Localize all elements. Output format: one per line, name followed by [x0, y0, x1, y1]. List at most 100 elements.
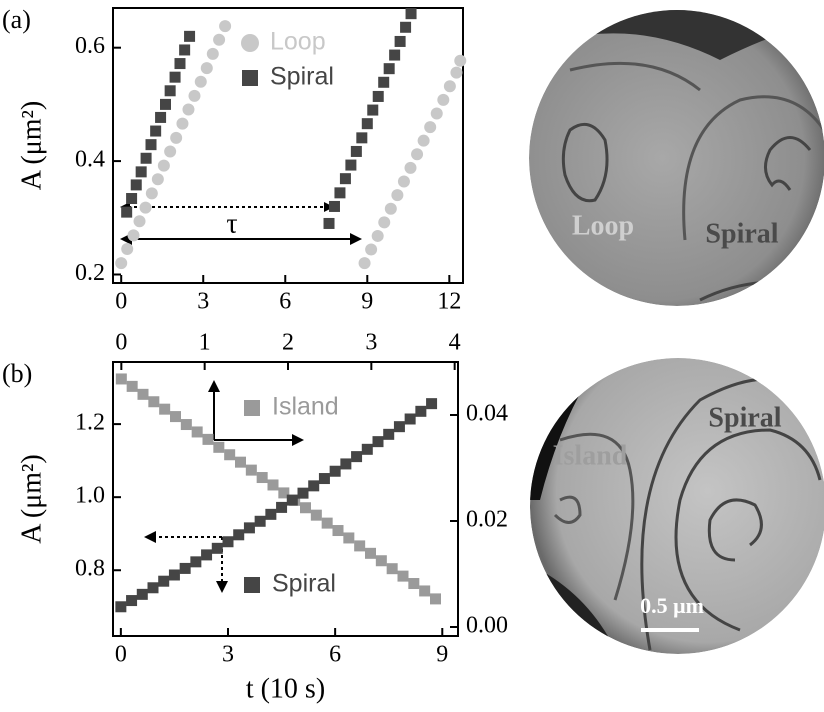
point [165, 85, 176, 96]
y-tick-label: 0.4 [75, 147, 105, 173]
point [148, 396, 159, 407]
point [131, 179, 142, 190]
point [201, 62, 213, 74]
point [406, 8, 417, 19]
point [405, 413, 416, 424]
point [213, 34, 225, 46]
x-tick-label: 6 [279, 289, 291, 315]
point [419, 585, 430, 596]
point [373, 436, 384, 447]
point [394, 421, 405, 432]
point [179, 44, 190, 55]
x-tick-label: 6 [329, 642, 341, 668]
point [219, 20, 231, 32]
point [354, 540, 365, 551]
y-axis-label: A (μm²) [16, 454, 47, 544]
x-tick-label: 12 [437, 289, 461, 315]
legend-label: Spiral [272, 570, 336, 598]
point [333, 525, 344, 536]
point [181, 419, 192, 430]
x-tick-label: 3 [222, 642, 234, 668]
x-tick-label: 9 [361, 289, 373, 315]
x2-tick-label: 2 [282, 330, 294, 356]
point [174, 58, 185, 69]
panel-label: (a) [2, 5, 31, 34]
point [322, 518, 333, 529]
x2-tick-label: 3 [365, 330, 377, 356]
point [384, 63, 395, 74]
y-tick-label: 0.2 [75, 260, 105, 286]
point [265, 509, 276, 520]
point [444, 80, 456, 92]
point [192, 426, 203, 437]
point [190, 556, 201, 567]
legend-label: Spiral [270, 63, 334, 91]
point [329, 201, 340, 212]
panel-label: (b) [2, 359, 32, 388]
y-tick-label: 0.6 [75, 33, 105, 59]
point [376, 555, 387, 566]
point [233, 529, 244, 540]
point [437, 94, 449, 106]
point [365, 244, 377, 256]
point [158, 160, 170, 172]
point [268, 479, 279, 490]
x2-tick-label: 1 [199, 330, 211, 356]
point [373, 91, 384, 102]
point [359, 257, 371, 269]
point [176, 118, 188, 130]
point [426, 398, 437, 409]
image-label: Spiral [708, 402, 781, 433]
point [351, 146, 362, 157]
point [137, 589, 148, 600]
point [319, 473, 330, 484]
point [212, 543, 223, 554]
legend-marker [244, 400, 260, 416]
point [408, 578, 419, 589]
point [121, 243, 133, 255]
point [150, 126, 161, 137]
point [287, 495, 298, 506]
point [170, 411, 181, 422]
y2-tick-label: 0.02 [466, 506, 508, 532]
point [343, 532, 354, 543]
point [207, 48, 219, 60]
point [431, 107, 443, 119]
annotation: τ [226, 208, 237, 239]
point [180, 563, 191, 574]
point [450, 67, 462, 79]
point [362, 118, 373, 129]
x2-tick-label: 0 [115, 330, 127, 356]
point [385, 203, 397, 215]
point [300, 502, 311, 513]
legend-label: Island [272, 393, 339, 421]
point [356, 132, 367, 143]
point [345, 160, 356, 171]
y-tick-label: 0.8 [75, 556, 105, 582]
point [418, 135, 430, 147]
point [454, 55, 466, 67]
point [311, 510, 322, 521]
point [169, 569, 180, 580]
y2-tick-label: 0.00 [466, 612, 508, 638]
y-tick-label: 1.2 [75, 410, 105, 436]
point [213, 442, 224, 453]
point [155, 112, 166, 123]
point [308, 480, 319, 491]
point [128, 229, 140, 241]
point [365, 548, 376, 559]
point [389, 50, 400, 61]
legend-marker [244, 577, 260, 593]
point [424, 121, 436, 133]
x-tick-label: 0 [115, 289, 127, 315]
point [184, 31, 195, 42]
legend-marker [241, 34, 259, 52]
point [400, 22, 411, 33]
point [257, 472, 268, 483]
legend-label: Loop [270, 28, 326, 56]
point [411, 148, 423, 160]
point [395, 36, 406, 47]
point [126, 193, 137, 204]
x-tick-label: 0 [115, 642, 127, 668]
image-label: Loop [572, 210, 634, 241]
